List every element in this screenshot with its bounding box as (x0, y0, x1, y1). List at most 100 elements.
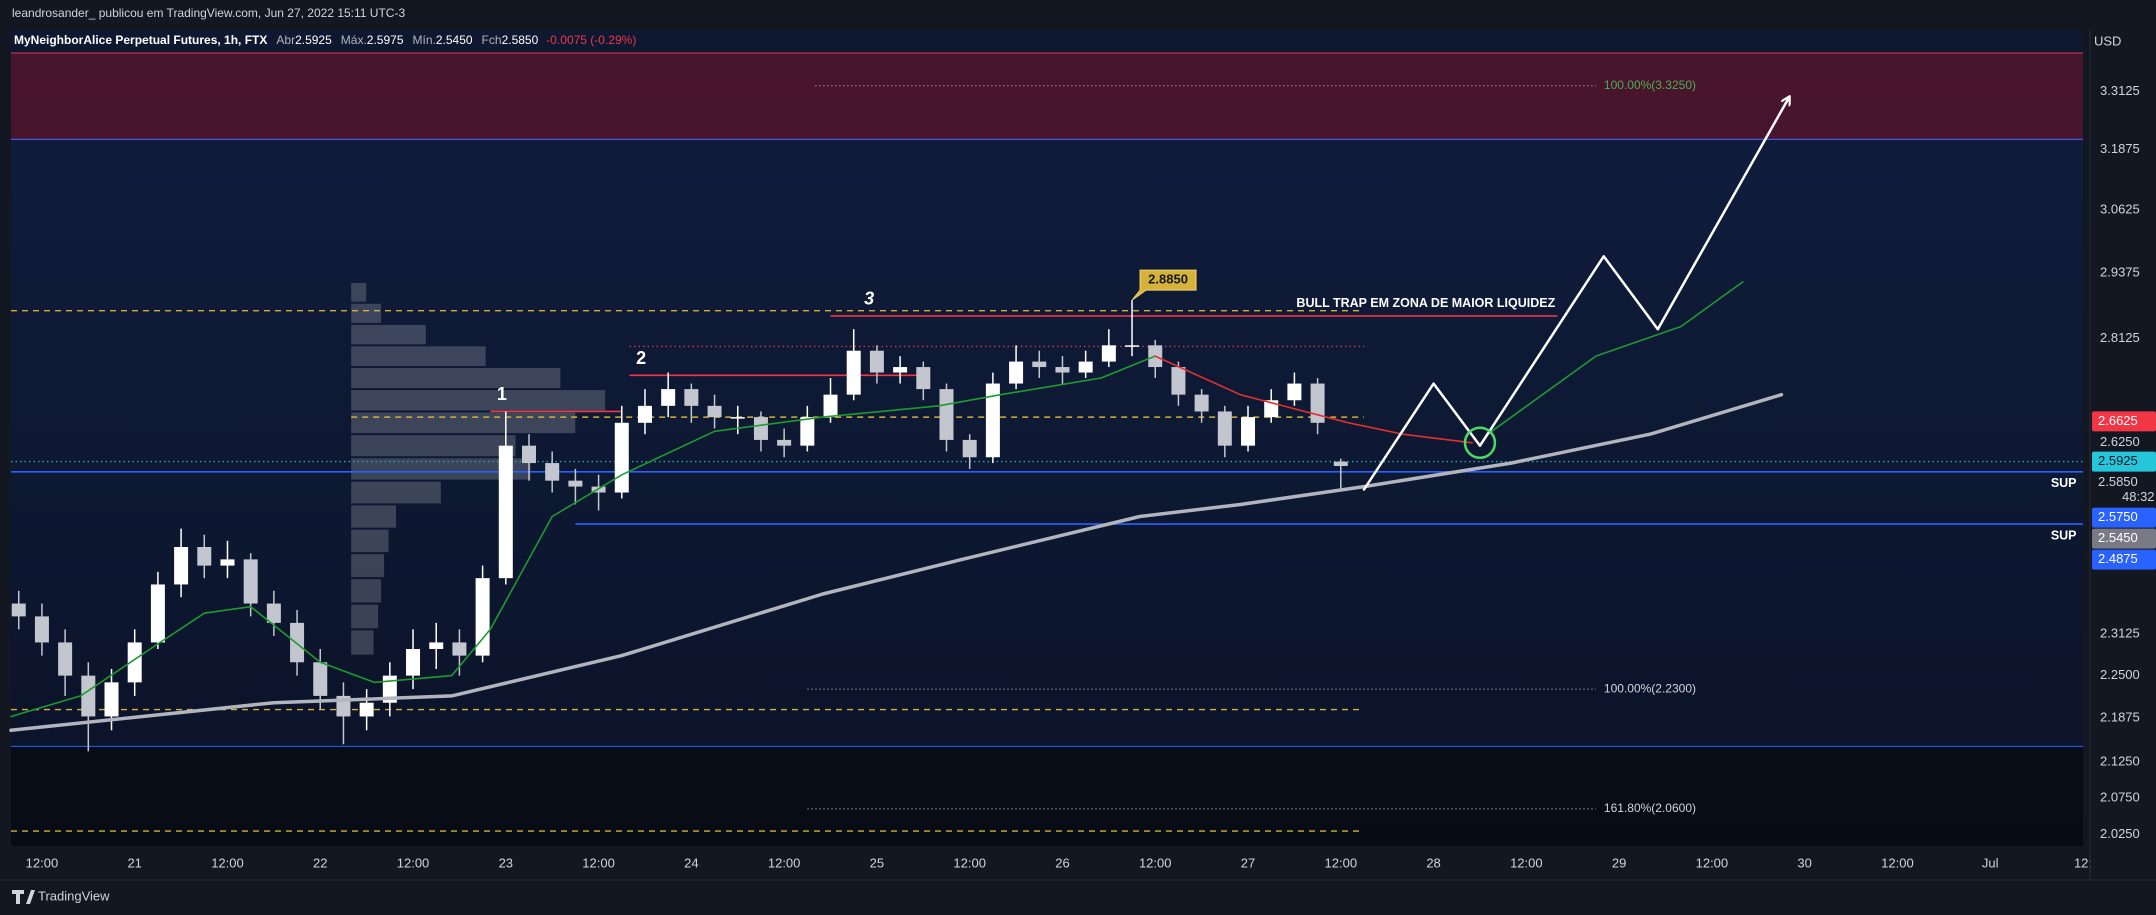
ohlc-label: Abr (276, 33, 295, 47)
candle-body (243, 559, 258, 604)
price-label: 2.5925 (2098, 453, 2138, 468)
candle-body (1171, 367, 1186, 395)
price-label: 2.4875 (2098, 551, 2138, 566)
symbol-title: MyNeighborAlice Perpetual Futures, 1h, F… (14, 33, 267, 47)
candle-body (893, 367, 908, 373)
price-label-bg (2092, 528, 2156, 549)
x-tick-label: 12:00 (1510, 855, 1543, 870)
level-label: 1 (497, 384, 507, 404)
y-tick-label: 2.0750 (2100, 789, 2140, 804)
candle-body (1055, 367, 1070, 373)
volume-profile-bar (351, 554, 385, 578)
candle-body (359, 702, 374, 717)
fib-label: 100.00%(3.3250) (1604, 78, 1696, 92)
ohlc-value: 2.5975 (367, 33, 404, 47)
ohlc-value: 2.5850 (502, 33, 539, 47)
plot-layer: 3.3125 3.1875 3.0625 2.9375 2.8125 2.6250 2.31… (9, 52, 2156, 870)
candle-body (939, 389, 954, 440)
candle-body (34, 616, 49, 643)
candle-body (522, 445, 536, 464)
candle-body (916, 367, 931, 390)
y-tick-label: 2.1250 (2100, 753, 2140, 768)
price-label-bg (2092, 507, 2156, 528)
x-tick-label: 12:00 (1325, 855, 1358, 870)
volume-profile-bar (351, 630, 374, 655)
price-label: 2.6625 (2098, 413, 2138, 428)
candle-body (869, 350, 884, 373)
y-tick-label: 2.1875 (2100, 710, 2140, 725)
candle-body (1078, 361, 1093, 373)
x-tick-label: 23 (499, 855, 513, 870)
volume-profile-bar (351, 412, 576, 434)
candle-body (197, 547, 212, 566)
candle-body (684, 389, 699, 406)
candle-body (753, 417, 768, 440)
candle-body (150, 584, 165, 643)
candle-body (730, 417, 745, 419)
x-tick-label: 30 (1797, 855, 1811, 870)
line-series (10, 281, 1744, 718)
x-tick-label: 24 (684, 855, 698, 870)
candle-body (800, 417, 815, 446)
volume-profile-bar (351, 529, 389, 553)
price-label-bg (2092, 451, 2156, 472)
x-tick-label: 22 (313, 855, 327, 870)
candle-body (452, 642, 467, 656)
candle-body (11, 603, 26, 617)
x-tick-label: 12:00 (211, 855, 244, 870)
x-tick-label: 12:00 (1881, 855, 1914, 870)
candle-body (174, 547, 189, 585)
x-tick-label: 26 (1055, 855, 1069, 870)
candle-body (614, 422, 629, 493)
x-tick-label: 12: (2074, 855, 2092, 870)
candle-body (1032, 361, 1047, 368)
x-tick-label: 29 (1612, 855, 1626, 870)
candle-body (777, 439, 792, 446)
level-label: 3 (864, 289, 874, 309)
x-tick-label: 25 (870, 855, 884, 870)
ohlc-value: 2.5450 (436, 33, 473, 47)
candle-body (313, 662, 328, 696)
callout-box (1131, 269, 1197, 301)
header: MyNeighborAlice Perpetual Futures, 1h, F… (14, 33, 636, 47)
volume-profile-bar (351, 579, 382, 603)
volume-profile-bar (351, 390, 606, 411)
footer-brand: TradingView (38, 888, 110, 903)
price-label: 2.5450 (2098, 530, 2138, 545)
candle-body (406, 649, 421, 676)
y-tick-label: 2.9375 (2100, 264, 2140, 279)
line-series (1154, 355, 1473, 444)
level-label: 2 (636, 348, 646, 368)
price-label-bg (2092, 472, 2156, 507)
candle-body (382, 675, 397, 703)
callout-label: 2.8850 (1148, 272, 1188, 287)
candle-body (266, 603, 281, 623)
volume-profile-bar (351, 303, 382, 323)
x-tick-label: 27 (1241, 855, 1255, 870)
fib-label: 161.80%(2.0600) (1604, 801, 1696, 815)
y-tick-label: 2.3125 (2100, 626, 2140, 641)
x-tick-label: 12:00 (397, 855, 430, 870)
zone (11, 52, 2083, 140)
candle-body (545, 463, 560, 481)
candle-body (429, 642, 444, 650)
candle-body (1287, 383, 1302, 401)
line-series (1362, 97, 1789, 491)
candle-body (475, 578, 490, 656)
candle-body (1241, 417, 1256, 446)
candle-body (661, 389, 676, 406)
change: -0.0075 (-0.29%) (546, 33, 636, 47)
candle-body (1125, 345, 1140, 347)
candle-body (637, 405, 652, 423)
y-tick-label: 2.6250 (2100, 434, 2140, 449)
volume-profile-bar (351, 481, 441, 504)
x-tick-label: 12:00 (1139, 855, 1172, 870)
price-label-bg (2092, 411, 2156, 432)
x-tick-label: 12:00 (582, 855, 615, 870)
y-tick-label: 2.0250 (2100, 826, 2140, 841)
candle-body (1310, 383, 1325, 423)
ohlc-label: Máx. (341, 33, 367, 47)
candle-body (81, 675, 96, 717)
x-tick-label: 12:00 (768, 855, 801, 870)
